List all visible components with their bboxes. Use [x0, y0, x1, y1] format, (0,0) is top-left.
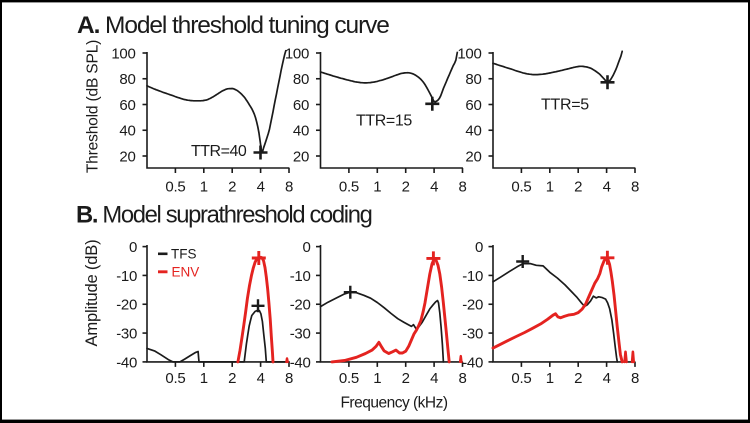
svg-text:1: 1 [546, 370, 554, 387]
svg-text:100: 100 [457, 45, 481, 62]
svg-text:100: 100 [111, 45, 135, 62]
svg-text:40: 40 [293, 123, 309, 140]
svg-text:8: 8 [631, 179, 639, 196]
svg-text:0: 0 [129, 239, 137, 256]
svg-text:TTR=15: TTR=15 [356, 112, 412, 129]
svg-text:4: 4 [603, 370, 611, 387]
svg-text:2: 2 [574, 179, 582, 196]
svg-text:2: 2 [574, 370, 582, 387]
svg-text:-10: -10 [290, 268, 311, 285]
svg-text:60: 60 [293, 97, 309, 114]
svg-text:0: 0 [302, 239, 310, 256]
svg-text:0.5: 0.5 [511, 179, 531, 196]
svg-text:-20: -20 [462, 297, 483, 314]
svg-text:4: 4 [257, 179, 265, 196]
svg-text:1: 1 [373, 370, 381, 387]
svg-text:2: 2 [228, 370, 236, 387]
svg-text:Threshold (dB SPL): Threshold (dB SPL) [85, 40, 102, 173]
svg-text:80: 80 [465, 71, 481, 88]
svg-text:B. Model suprathreshold coding: B. Model suprathreshold coding [76, 202, 372, 229]
svg-text:TFS: TFS [171, 247, 197, 262]
svg-text:20: 20 [465, 148, 481, 165]
svg-text:8: 8 [458, 179, 466, 196]
svg-text:20: 20 [119, 148, 135, 165]
svg-text:-30: -30 [462, 325, 483, 342]
svg-text:-30: -30 [290, 325, 311, 342]
svg-text:-20: -20 [290, 297, 311, 314]
svg-text:2: 2 [402, 370, 410, 387]
svg-text:-40: -40 [116, 354, 137, 371]
svg-text:4: 4 [430, 179, 438, 196]
svg-text:0.5: 0.5 [511, 370, 531, 387]
svg-text:2: 2 [228, 179, 236, 196]
svg-text:-10: -10 [116, 268, 137, 285]
svg-text:1: 1 [546, 179, 554, 196]
svg-text:-20: -20 [116, 297, 137, 314]
svg-text:0.5: 0.5 [165, 179, 185, 196]
svg-text:Frequency (kHz): Frequency (kHz) [340, 395, 447, 412]
svg-text:TTR=5: TTR=5 [541, 96, 589, 113]
svg-text:8: 8 [458, 370, 466, 387]
svg-text:4: 4 [430, 370, 438, 387]
svg-text:60: 60 [465, 97, 481, 114]
svg-text:-40: -40 [462, 354, 483, 371]
svg-text:40: 40 [119, 123, 135, 140]
svg-text:0.5: 0.5 [339, 370, 359, 387]
svg-text:1: 1 [200, 179, 208, 196]
svg-text:20: 20 [293, 148, 309, 165]
svg-text:8: 8 [631, 370, 639, 387]
svg-text:1: 1 [200, 370, 208, 387]
svg-text:8: 8 [285, 370, 293, 387]
svg-text:-10: -10 [462, 268, 483, 285]
svg-text:-40: -40 [290, 354, 311, 371]
svg-text:0: 0 [475, 239, 483, 256]
svg-text:4: 4 [257, 370, 265, 387]
svg-text:0.5: 0.5 [165, 370, 185, 387]
svg-text:100: 100 [285, 45, 309, 62]
svg-text:8: 8 [285, 179, 293, 196]
svg-text:A. Model threshold tuning curv: A. Model threshold tuning curve [77, 12, 389, 39]
svg-text:4: 4 [603, 179, 611, 196]
svg-text:ENV: ENV [172, 264, 200, 279]
svg-text:-30: -30 [116, 325, 137, 342]
svg-text:80: 80 [293, 71, 309, 88]
svg-text:60: 60 [119, 97, 135, 114]
svg-text:2: 2 [402, 179, 410, 196]
svg-text:0.5: 0.5 [339, 179, 359, 196]
svg-text:40: 40 [465, 123, 481, 140]
svg-text:TTR=40: TTR=40 [191, 143, 247, 160]
svg-text:Amplitude (dB): Amplitude (dB) [82, 240, 101, 347]
svg-text:80: 80 [119, 71, 135, 88]
svg-text:1: 1 [373, 179, 381, 196]
